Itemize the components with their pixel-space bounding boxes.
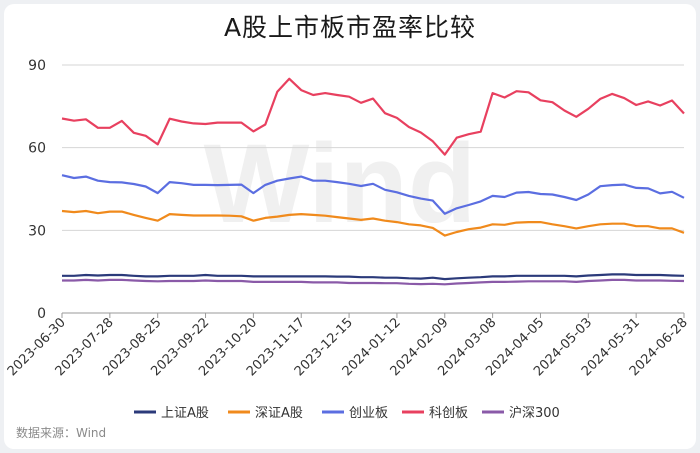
series-line (61, 77, 685, 156)
legend-label: 深证A股 (255, 406, 303, 421)
y-tick-label: 90 (28, 58, 46, 74)
y-tick-labels: 0 30 60 90 (28, 58, 46, 322)
legend-label: 上证A股 (161, 406, 209, 421)
y-tick-label: 30 (28, 223, 46, 239)
legend-label: 创业板 (349, 406, 388, 421)
series-line (61, 174, 685, 215)
legend-label: 科创板 (429, 406, 468, 421)
series-line (61, 209, 685, 237)
grid-lines (61, 64, 685, 318)
series-line (62, 278, 685, 286)
series-lines (61, 77, 685, 286)
source-note: 数据来源：Wind (16, 426, 107, 440)
y-tick-label: 0 (37, 306, 46, 322)
x-tick-labels: 2023-06-302023-07-282023-08-252023-09-22… (5, 315, 691, 379)
legend-label: 沪深300 (509, 405, 560, 421)
chart-title: A股上市板市盈率比较 (223, 13, 477, 42)
legend: 上证A股 深证A股 创业板 科创板 沪深300 (134, 405, 560, 421)
y-tick-label: 60 (28, 141, 46, 157)
series-line (62, 273, 685, 281)
